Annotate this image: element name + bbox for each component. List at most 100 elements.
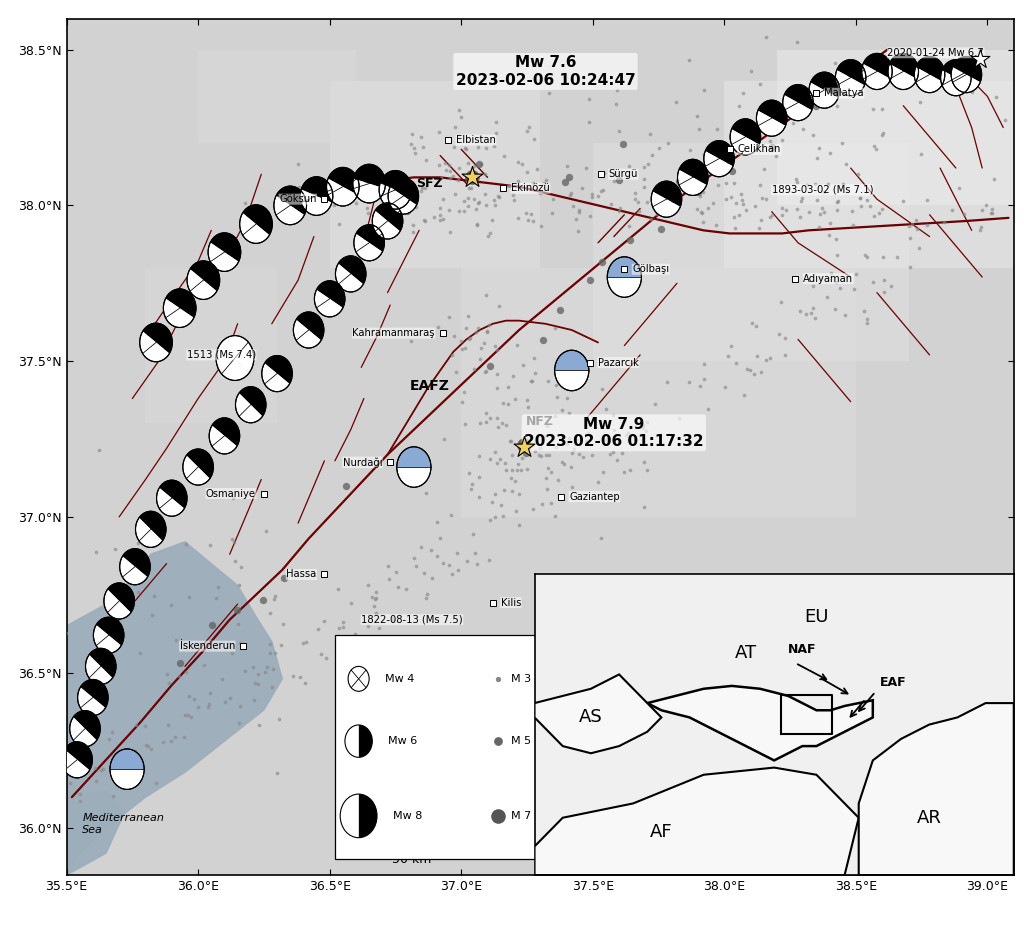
Text: İskenderun: İskenderun [179,641,234,651]
Point [231,716,248,731]
Wedge shape [327,179,357,206]
Point [764,207,780,222]
Wedge shape [61,749,89,778]
Wedge shape [390,178,419,205]
Point [723,338,739,353]
Wedge shape [356,225,384,252]
Point [462,331,478,345]
Point [781,81,798,95]
Point [819,290,836,305]
Point [617,428,634,443]
Point [246,693,262,707]
Point [264,680,281,694]
Point [415,140,431,155]
Wedge shape [209,426,237,454]
Point [528,410,545,425]
Text: Mw 4: Mw 4 [385,674,415,683]
Point [889,250,905,265]
Point [527,444,544,458]
Wedge shape [216,343,249,381]
Wedge shape [942,59,971,85]
Point [510,457,526,471]
Point [266,646,283,661]
Point [801,204,817,219]
Point [809,150,825,165]
Point [741,125,758,140]
Point [692,189,709,204]
Point [72,794,88,808]
Point [563,479,580,494]
Point [901,260,918,275]
Point [752,177,768,192]
Point [466,361,482,376]
Point [478,197,495,212]
Point [57,626,74,641]
Point [972,52,988,67]
Wedge shape [243,205,272,235]
Point [451,172,467,187]
Wedge shape [276,186,306,215]
Point [444,347,461,362]
Wedge shape [210,232,241,262]
Text: NAF: NAF [788,643,817,656]
Point [853,199,869,214]
Point [369,591,385,606]
Bar [461,268,856,517]
Wedge shape [166,289,196,318]
Point [132,645,148,660]
Point [559,390,575,405]
Wedge shape [240,213,269,244]
Point [604,407,621,422]
Point [489,456,506,470]
Point [820,227,837,242]
Point [77,738,93,753]
Point [470,490,486,505]
Point [547,408,563,423]
Point [442,170,459,185]
Point [913,146,930,161]
Point [858,311,874,326]
Point [752,76,768,91]
Wedge shape [293,319,322,348]
Point [186,692,203,707]
Point [695,215,712,230]
Point [108,542,124,557]
Point [460,308,476,323]
Text: Göksun: Göksun [279,194,316,204]
Wedge shape [914,67,943,93]
Text: Pazarcık: Pazarcık [598,357,639,368]
Point [526,131,543,146]
Point [908,221,925,236]
Point [360,194,377,208]
Point [829,194,846,208]
Point [486,339,503,354]
Point [476,167,493,181]
Point [418,591,434,606]
Wedge shape [190,261,220,292]
Point [874,250,891,265]
Point [693,205,710,219]
Point [573,181,590,195]
Polygon shape [67,542,283,875]
Point [155,734,171,749]
Point [440,157,457,172]
Point [627,192,643,206]
Point [257,665,273,680]
Point [178,537,195,552]
Point [470,321,486,336]
Point [457,417,473,432]
Point [413,130,429,144]
Text: Sürgü: Sürgü [608,169,638,180]
Point [429,319,445,334]
Point [388,565,404,580]
Point [774,132,791,147]
Point [179,707,196,722]
Point [90,443,106,457]
Text: AF: AF [650,823,673,841]
Point [470,140,486,155]
Point [543,495,559,510]
Point [835,136,851,151]
Point [550,473,566,488]
Point [457,341,473,356]
Point [505,369,521,383]
